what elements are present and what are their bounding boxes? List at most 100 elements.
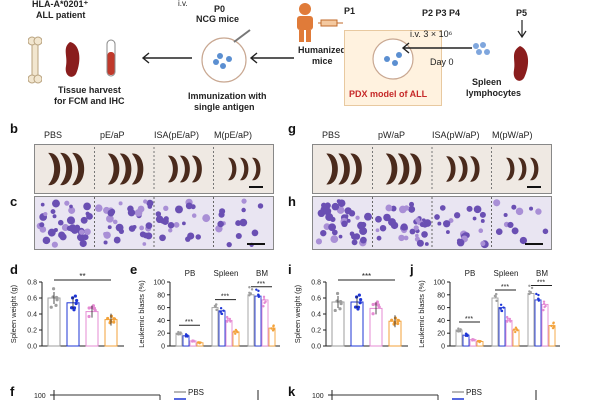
spleen-sample <box>252 157 261 181</box>
y-tick-label: 0.8 <box>27 280 37 287</box>
data-point <box>537 297 540 300</box>
tissue-label-2: for FCM and IHC <box>54 96 125 106</box>
blast-cell <box>344 214 349 219</box>
data-point <box>390 318 394 322</box>
p5-label: P5 <box>516 8 528 18</box>
blast-cell <box>341 220 348 228</box>
spleen-lymph-label-1: Spleen <box>472 77 502 87</box>
blast-cell <box>195 234 201 240</box>
schematic: HLA-A*0201⁺ ALL patient i.v. P0 NCG mice… <box>0 0 600 118</box>
blast-cell <box>82 234 89 241</box>
data-point <box>234 332 237 335</box>
y-tick-label: 0.6 <box>311 296 321 303</box>
data-point <box>228 317 232 321</box>
data-point <box>528 290 531 293</box>
immunization-label-2: single antigen <box>194 102 255 112</box>
blast-cell <box>360 236 367 244</box>
blast-cell <box>320 229 327 237</box>
data-point <box>250 288 254 291</box>
group-label: ISA(pW/aP) <box>432 130 480 140</box>
blast-cell <box>145 232 153 240</box>
blast-cell <box>78 229 85 235</box>
blast-cell <box>376 235 382 241</box>
data-point <box>248 291 251 294</box>
spleen-sample <box>326 153 338 185</box>
blast-cell <box>511 204 517 210</box>
blast-cell <box>235 220 242 227</box>
blast-cell <box>351 239 358 246</box>
data-point <box>335 291 340 296</box>
panel-letter-j: j <box>410 262 414 277</box>
blast-cell <box>181 221 186 226</box>
blast-cell <box>542 228 549 235</box>
y-axis-label: Spleen weight (g) <box>9 284 18 343</box>
data-point <box>49 305 53 309</box>
bar <box>254 295 262 347</box>
blast-cell <box>50 209 56 214</box>
arrow-left-icon <box>141 52 192 64</box>
bar <box>218 310 226 347</box>
spleen-sample <box>191 155 202 183</box>
blast-cell <box>443 220 451 228</box>
blast-cell <box>103 240 108 245</box>
blast-cell <box>403 235 409 241</box>
blast-cell <box>398 234 405 242</box>
y-tick-label: 0.0 <box>27 344 37 351</box>
data-point <box>222 309 225 312</box>
blast-cell <box>42 236 51 245</box>
arrow-left-icon <box>401 42 472 54</box>
panel-letter-g: g <box>288 121 296 136</box>
blast-cell <box>535 208 542 215</box>
blast-cell <box>439 205 446 211</box>
data-point <box>530 286 534 290</box>
spleen-sample <box>458 156 468 182</box>
blast-cell <box>511 227 519 235</box>
data-point <box>262 298 266 301</box>
y-axis-label: Leukemic blasts (%) <box>417 280 426 348</box>
y-tick-label: 80 <box>437 292 445 299</box>
blast-cell <box>421 231 428 238</box>
data-point <box>338 307 342 311</box>
blast-cell <box>495 228 503 236</box>
blast-cell <box>43 211 48 217</box>
blast-cell <box>437 221 442 226</box>
blast-cell <box>346 218 351 223</box>
spleen-photo-content <box>48 147 263 191</box>
significance-label: *** <box>185 319 193 326</box>
spleen-sample <box>48 152 61 186</box>
f-ytick: 100 <box>34 393 46 400</box>
y-tick-label: 0.0 <box>311 344 321 351</box>
blast-cell <box>375 228 380 233</box>
blast-cell <box>507 221 514 229</box>
blast-cell <box>66 216 75 225</box>
y-axis-label: Leukemic blasts (%) <box>137 280 146 348</box>
blast-cell <box>351 233 357 240</box>
data-point <box>186 335 189 338</box>
syringe-icon <box>318 19 343 27</box>
patient-label-1: HLA-A*0201⁺ <box>32 0 89 9</box>
bar <box>527 293 535 347</box>
spleen-sample <box>338 153 350 185</box>
data-point <box>272 325 275 328</box>
y-axis-label: Spleen weight (g) <box>293 284 302 343</box>
blast-cell <box>453 212 461 219</box>
data-point <box>499 303 503 306</box>
blast-cell <box>112 219 118 225</box>
data-point <box>263 301 266 305</box>
spleen-sample <box>60 152 73 186</box>
y-tick-label: 0.4 <box>27 312 37 319</box>
significance-label: *** <box>221 294 229 301</box>
chart-k-partial: 100 PBS <box>312 388 537 400</box>
spleen-sample <box>167 155 178 183</box>
data-point <box>215 308 218 312</box>
data-point <box>552 322 555 325</box>
data-point <box>353 305 358 309</box>
blast-cell <box>68 224 77 233</box>
blast-cell <box>64 200 70 206</box>
blast-cell <box>348 210 356 217</box>
immunization-label-1: Immunization with <box>188 91 267 101</box>
data-point <box>257 293 260 296</box>
blast-cell <box>529 206 534 211</box>
data-point <box>458 330 462 333</box>
p0-label: P0 <box>214 4 226 14</box>
